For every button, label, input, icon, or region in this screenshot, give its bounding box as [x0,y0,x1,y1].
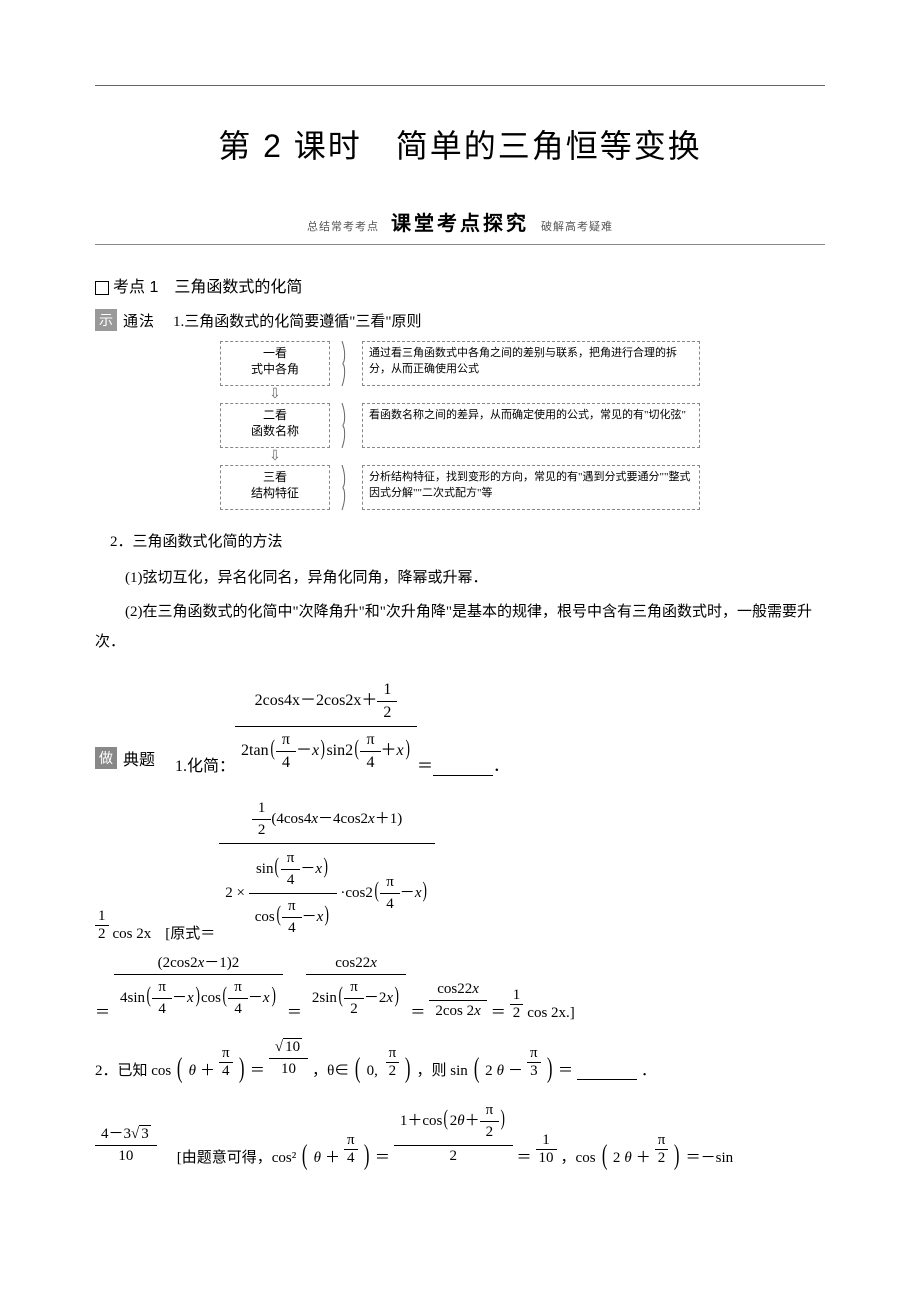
q2-mid2: ，θ∈ [312,1059,349,1080]
dianti-badge-wrap: 做典题 [95,746,155,770]
q1-den: 2tan(π4－x)sin2(π4＋x) [235,727,417,776]
diagram-left-1: 一看 式中各角 [220,341,330,386]
brace-icon [340,465,352,510]
ans2-mid: ＝ [375,1146,390,1167]
dianti-label: 典题 [123,746,155,770]
dianti-badge: 做 [95,747,117,769]
banner-left: 总结常考考点 [307,221,379,233]
diagram-row-2: 二看 函数名称 看函数名称之间的差异，从而确定使用的公式，常见的有"切化弦" [220,403,700,448]
q2-eq: ＝ [558,1059,573,1080]
q2-mid1: ＝ [250,1059,265,1080]
brace-icon [340,341,352,386]
arrow-down-icon: ⇩ [220,388,330,402]
diagram-left-1-top: 一看 [223,346,327,362]
tongfa-badge: 示 [95,309,117,331]
q1-prefix: 1.化简： [175,752,235,776]
tongfa-label: 通法 [123,310,155,331]
q1-den-a: 2tan [241,742,269,759]
banner-right: 破解高考疑难 [541,221,613,233]
q1-fraction: 2cos4x－2cos2x＋12 2tan(π4－x)sin2(π4＋x) [235,677,417,776]
q2-mid3: ，则 sin [417,1059,468,1080]
ans1-line1: 12cos 2x [原式＝ 12(4cos4x－4cos2x＋1) 2 × si… [95,796,825,943]
method-p1: (1)弦切互化，异名化同名，异角化同角，降幂或升幂． [95,563,825,593]
kaodian-text: 考点 1 三角函数式的化简 [113,279,302,296]
q2-tail: ． [641,1059,656,1080]
ans1-val: cos 2x [113,926,152,943]
q1-eq: ＝ [417,752,433,776]
kaodian-heading: 考点 1 三角函数式的化简 [95,273,825,297]
diagram-left-3-top: 三看 [223,470,327,486]
ans2-line: 4－3√310 [由题意可得，cos² (θ＋π4) ＝ 1＋cos(2θ＋π2… [95,1098,825,1167]
answer-blank [577,1065,637,1080]
diagram-row-1: 一看 式中各角 通过看三角函数式中各角之间的差别与联系，把角进行合理的拆分，从而… [220,341,700,386]
ans2-mid2: ，cos [561,1146,596,1167]
diagram-row-3: 三看 结构特征 分析结构特征，找到变形的方向，常见的有"遇到分式要通分""整式因… [220,465,700,510]
q1-row: 做典题 1.化简： 2cos4x－2cos2x＋12 2tan(π4－x)sin… [95,677,825,776]
diagram-left-2-bot: 函数名称 [223,424,327,440]
diagram-right-1: 通过看三角函数式中各角之间的差别与联系，把角进行合理的拆分，从而正确使用公式 [362,341,700,386]
q1-num-text: 2cos4x－2cos2x＋ [255,692,378,709]
diagram-right-3: 分析结构特征，找到变形的方向，常见的有"遇到分式要通分""整式因式分解""二次式… [362,465,700,510]
main-title: 第 2 课时 简单的三角恒等变换 [95,121,825,167]
ans1-line2: ＝ (2cos2x－1)2 4sin(π4－x)cos(π4－x) ＝ cos2… [95,949,825,1022]
tongfa-text: 1.三角函数式的化简要遵循"三看"原则 [173,310,422,331]
method-heading: 2．三角函数式化简的方法 [95,530,825,551]
ans1-prefix: [原式＝ [165,922,215,943]
diagram-left-1-bot: 式中各角 [223,362,327,378]
ans2-tail: ＝－sin [686,1146,734,1167]
brace-icon [340,403,352,448]
ans2-prefix: [由题意可得，cos² [177,1146,297,1167]
diagram-left-2: 二看 函数名称 [220,403,330,448]
diagram-right-2: 看函数名称之间的差异，从而确定使用的公式，常见的有"切化弦" [362,403,700,448]
diagram-left-3-bot: 结构特征 [223,486,327,502]
tongfa-row: 示通法 1.三角函数式的化简要遵循"三看"原则 [95,309,825,331]
top-rule [95,85,825,86]
subtitle-banner: 总结常考考点 课堂考点探究 破解高考疑难 [95,207,825,245]
q1-num: 2cos4x－2cos2x＋12 [235,677,417,727]
three-look-diagram: 一看 式中各角 通过看三角函数式中各角之间的差别与联系，把角进行合理的拆分，从而… [220,341,700,510]
diagram-left-2-top: 二看 [223,408,327,424]
arrow-down-icon: ⇩ [220,450,330,464]
answer-blank [433,760,493,776]
ans1-frac1: 12(4cos4x－4cos2x＋1) 2 × sin(π4－x) cos(π4… [219,796,435,943]
q1-tail: ． [493,752,509,776]
q1-den-b: sin2 [326,742,353,759]
ans1-close: cos 2x.] [527,1005,575,1022]
q2-row: 2．已知 cos (θ＋π4) ＝ √1010 ，θ∈ (0, π2) ，则 s… [95,1036,825,1080]
diagram-left-3: 三看 结构特征 [220,465,330,510]
checkbox-icon [95,281,109,295]
banner-main: 课堂考点探究 [391,213,529,235]
q2-prefix: 2．已知 cos [95,1059,171,1080]
page-root: 第 2 课时 简单的三角恒等变换 总结常考考点 课堂考点探究 破解高考疑难 考点… [0,0,920,1167]
method-p2: (2)在三角函数式的化简中"次降角升"和"次升角降"是基本的规律，根号中含有三角… [95,597,825,657]
